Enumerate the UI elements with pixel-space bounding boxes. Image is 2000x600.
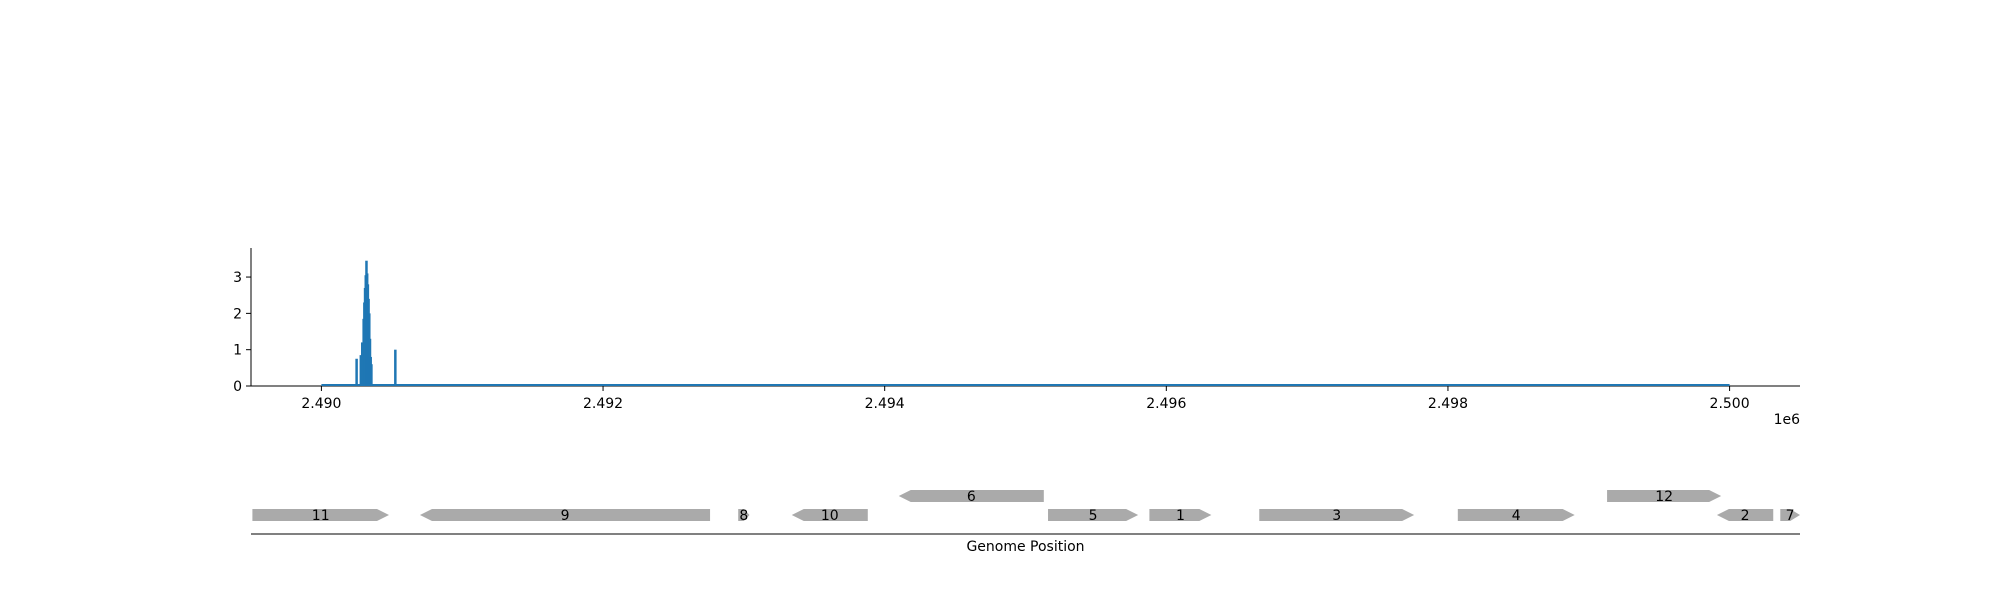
gene-label: 5 — [1089, 508, 1098, 524]
gene-1: 1 — [1149, 508, 1212, 524]
gene-label: 10 — [821, 508, 839, 524]
gene-label: 2 — [1741, 508, 1750, 524]
gene-4: 4 — [1457, 508, 1575, 524]
gene-label: 3 — [1332, 508, 1341, 524]
gene-label: 11 — [312, 508, 330, 524]
gene-arrow — [1716, 509, 1774, 521]
y-tick-label: 1 — [233, 343, 242, 359]
y-tick-label: 0 — [233, 379, 242, 395]
gene-arrow — [791, 509, 868, 521]
gene-arrow — [898, 490, 1044, 502]
coverage-bar — [359, 355, 363, 386]
gene-10: 10 — [791, 508, 868, 524]
gene-arrow — [1607, 490, 1722, 502]
gene-label: 12 — [1655, 489, 1673, 505]
x-tick-label: 2.496 — [1146, 396, 1186, 412]
x-tick-label: 2.500 — [1710, 396, 1750, 412]
gene-3: 3 — [1259, 508, 1415, 524]
gene-label: 9 — [561, 508, 570, 524]
x-tick-label: 2.492 — [583, 396, 623, 412]
coverage-x-ticks: 2.490 2.492 2.494 2.496 2.498 2.500 — [301, 386, 1750, 412]
x-tick-label: 2.498 — [1428, 396, 1468, 412]
y-tick-label: 3 — [233, 270, 242, 286]
coverage-bars — [321, 260, 1730, 386]
gene-track-xlabel: Genome Position — [966, 539, 1084, 555]
gene-9: 9 — [419, 508, 711, 524]
coverage-bar — [370, 364, 373, 386]
gene-arrow — [738, 509, 750, 521]
coverage-bar — [394, 349, 397, 386]
x-tick-label: 2.494 — [865, 396, 905, 412]
coverage-plot: 2.490 2.492 2.494 2.496 2.498 2.500 0 1 2 3 1e6 — [233, 248, 1800, 428]
gene-6: 6 — [898, 489, 1044, 505]
x-tick-label: 2.490 — [301, 396, 341, 412]
gene-label: 4 — [1512, 508, 1521, 524]
gene-label: 8 — [739, 508, 748, 524]
gene-12: 12 — [1607, 489, 1722, 505]
gene-label: 6 — [967, 489, 976, 505]
gene-arrow — [1048, 509, 1139, 521]
gene-11: 11 — [252, 508, 390, 524]
gene-arrow — [1149, 509, 1212, 521]
gene-arrow — [1259, 509, 1415, 521]
gene-5: 5 — [1048, 508, 1139, 524]
gene-2: 2 — [1716, 508, 1774, 524]
gene-arrow — [419, 509, 711, 521]
gene-arrow — [1780, 509, 1800, 521]
gene-label: 7 — [1786, 508, 1795, 524]
gene-8: 8 — [738, 508, 750, 524]
y-tick-label: 2 — [233, 306, 242, 322]
x-offset-label: 1e6 — [1774, 412, 1801, 428]
coverage-bar — [355, 358, 358, 386]
gene-arrow — [1457, 509, 1575, 521]
gene-7: 7 — [1780, 508, 1800, 524]
gene-arrow — [252, 509, 390, 521]
coverage-y-ticks: 0 1 2 3 — [233, 270, 251, 395]
gene-label: 1 — [1176, 508, 1185, 524]
gene-track: 11 9 8 10 6 5 1 3 4 12 2 7 Genome Position — [251, 489, 1800, 555]
gene-arrows: 11 9 8 10 6 5 1 3 4 12 2 7 — [252, 489, 1800, 524]
coverage-bar — [360, 342, 364, 386]
